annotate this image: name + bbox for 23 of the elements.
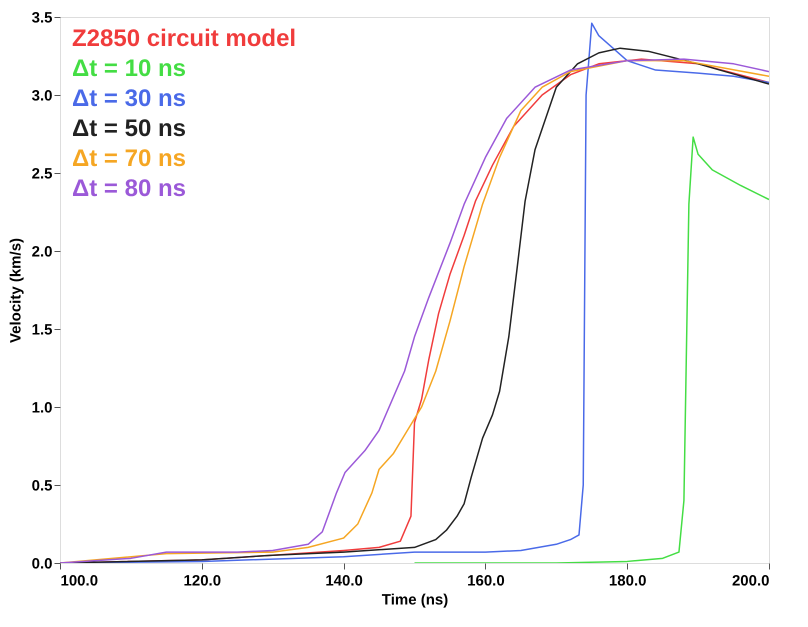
text: Δt = 80 ns <box>72 175 186 202</box>
x-tick-label: 120.0 <box>184 572 222 590</box>
y-axis-title: Velocity (km/s) <box>8 238 25 344</box>
y-tick-label: 3.0 <box>32 88 52 104</box>
text: Δt = 50 ns <box>72 115 186 142</box>
line-series <box>414 136 769 563</box>
x-tick-label: 140.0 <box>325 572 363 590</box>
y-tick-label: 2.5 <box>32 166 52 182</box>
x-axis-title: Time (ns) <box>382 592 448 608</box>
x-tick-label: 100.0 <box>60 572 98 590</box>
x-tick-label: 160.0 <box>467 572 505 590</box>
text: Z2850 circuit model <box>72 25 296 52</box>
y-tick-label: 3.5 <box>32 10 52 26</box>
text: Δt = 10 ns <box>72 55 186 82</box>
y-tick-label: 1.0 <box>32 400 52 416</box>
x-tick-label: 200.0 <box>732 572 770 590</box>
y-tick-label: 0.5 <box>32 478 52 494</box>
x-tick-label: 180.0 <box>608 572 646 590</box>
y-tick-label: 2.0 <box>32 244 52 260</box>
y-tick-label: 0.0 <box>32 556 52 572</box>
y-tick-label: 1.5 <box>32 322 52 338</box>
text: Δt = 70 ns <box>72 145 186 172</box>
text: Δt = 30 ns <box>72 85 186 112</box>
